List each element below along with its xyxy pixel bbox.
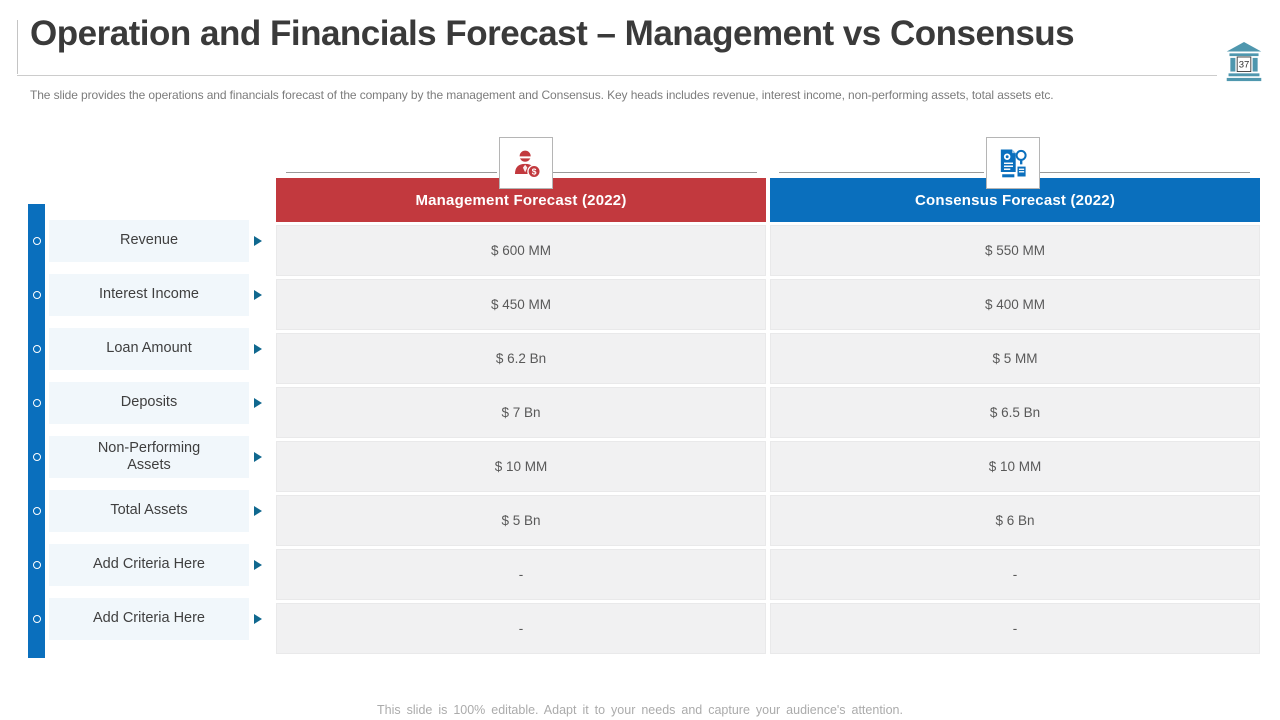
- consensus-icon-box: [986, 137, 1040, 189]
- criteria-label: Add Criteria Here: [92, 610, 205, 627]
- table-row-empty-1: - -: [276, 549, 1260, 600]
- circle-bullet-icon: [32, 345, 41, 353]
- arrow-right-icon: [254, 614, 262, 624]
- table-row-total-assets: $ 5 Bn $ 6 Bn: [276, 495, 1260, 546]
- arrow-right-icon: [254, 506, 262, 516]
- circle-bullet-icon: [32, 507, 41, 515]
- title-left-rule: [17, 20, 18, 74]
- arrow-right-icon: [254, 452, 262, 462]
- table-header-row: Management Forecast (2022) Consensus For…: [276, 178, 1260, 222]
- table-row-empty-2: - -: [276, 603, 1260, 654]
- management-connector-line-left: [286, 172, 497, 173]
- consensus-connector-line-right: [1040, 172, 1250, 173]
- management-value: $ 600 MM: [276, 225, 766, 276]
- table-row-interest-income: $ 450 MM $ 400 MM: [276, 279, 1260, 330]
- criteria-box: Loan Amount: [49, 328, 249, 370]
- arrow-right-icon: [254, 398, 262, 408]
- criteria-item-add-criteria-2[interactable]: Add Criteria Here: [28, 598, 262, 640]
- arrow-right-icon: [254, 344, 262, 354]
- criteria-rail: [28, 204, 45, 658]
- criteria-label: Revenue: [119, 232, 179, 249]
- bank-building-icon-svg: 37: [1226, 42, 1262, 82]
- criteria-label: Deposits: [120, 394, 178, 411]
- bank-building-icon: 37: [1224, 40, 1264, 82]
- circle-bullet-icon: [32, 291, 41, 299]
- table-row-non-performing-assets: $ 10 MM $ 10 MM: [276, 441, 1260, 492]
- criteria-item-add-criteria-1[interactable]: Add Criteria Here: [28, 544, 262, 586]
- criteria-item-total-assets: Total Assets: [28, 490, 262, 532]
- management-value: $ 10 MM: [276, 441, 766, 492]
- circle-bullet-icon: [32, 399, 41, 407]
- criteria-label: Non-Performing Assets: [97, 439, 201, 473]
- page-title: Operation and Financials Forecast – Mana…: [30, 14, 1075, 53]
- arrow-right-icon: [254, 290, 262, 300]
- document-search-icon: [1000, 149, 1027, 178]
- criteria-label: Loan Amount: [106, 340, 192, 357]
- bullet-cell: [28, 291, 45, 299]
- management-value: $ 450 MM: [276, 279, 766, 330]
- slide-description: The slide provides the operations and fi…: [30, 88, 1054, 102]
- management-value: $ 5 Bn: [276, 495, 766, 546]
- businessman-dollar-icon: $: [514, 150, 541, 179]
- consensus-value: $ 10 MM: [770, 441, 1260, 492]
- criteria-item-deposits: Deposits: [28, 382, 262, 424]
- consensus-value: $ 6.5 Bn: [770, 387, 1260, 438]
- management-value: $ 6.2 Bn: [276, 333, 766, 384]
- criteria-label: Total Assets: [110, 502, 188, 519]
- bullet-cell: [28, 345, 45, 353]
- management-icon-box: $: [499, 137, 553, 189]
- criteria-item-non-performing-assets: Non-Performing Assets: [28, 436, 262, 478]
- criteria-label: Add Criteria Here: [92, 556, 205, 573]
- consensus-value: $ 400 MM: [770, 279, 1260, 330]
- criteria-item-interest-income: Interest Income: [28, 274, 262, 316]
- bullet-cell: [28, 399, 45, 407]
- consensus-value: -: [770, 549, 1260, 600]
- criteria-box: Non-Performing Assets: [49, 436, 249, 478]
- forecast-table-body: $ 600 MM $ 550 MM $ 450 MM $ 400 MM $ 6.…: [276, 225, 1260, 657]
- table-row-deposits: $ 7 Bn $ 6.5 Bn: [276, 387, 1260, 438]
- bullet-cell: [28, 237, 45, 245]
- svg-text:$: $: [532, 167, 537, 177]
- bullet-cell: [28, 561, 45, 569]
- criteria-box: Total Assets: [49, 490, 249, 532]
- criteria-box[interactable]: Add Criteria Here: [49, 544, 249, 586]
- management-value: -: [276, 603, 766, 654]
- criteria-box: Revenue: [49, 220, 249, 262]
- criteria-list: Revenue Interest Income Loan Amount Depo…: [28, 220, 262, 652]
- bullet-cell: [28, 507, 45, 515]
- footer-note: This slide is 100% editable. Adapt it to…: [377, 703, 903, 717]
- management-connector-line-right: [553, 172, 757, 173]
- arrow-right-icon: [254, 560, 262, 570]
- title-underline: [17, 75, 1217, 76]
- management-value: -: [276, 549, 766, 600]
- arrow-right-icon: [254, 236, 262, 246]
- table-row-revenue: $ 600 MM $ 550 MM: [276, 225, 1260, 276]
- consensus-value: -: [770, 603, 1260, 654]
- circle-bullet-icon: [32, 453, 41, 461]
- criteria-item-loan-amount: Loan Amount: [28, 328, 262, 370]
- page-number: 37: [1239, 59, 1250, 70]
- criteria-box[interactable]: Add Criteria Here: [49, 598, 249, 640]
- consensus-value: $ 6 Bn: [770, 495, 1260, 546]
- bullet-cell: [28, 615, 45, 623]
- criteria-label: Interest Income: [99, 286, 199, 303]
- management-value: $ 7 Bn: [276, 387, 766, 438]
- criteria-item-revenue: Revenue: [28, 220, 262, 262]
- circle-bullet-icon: [32, 561, 41, 569]
- circle-bullet-icon: [32, 615, 41, 623]
- bullet-cell: [28, 453, 45, 461]
- table-row-loan-amount: $ 6.2 Bn $ 5 MM: [276, 333, 1260, 384]
- consensus-connector-line-left: [779, 172, 984, 173]
- criteria-box: Interest Income: [49, 274, 249, 316]
- consensus-value: $ 550 MM: [770, 225, 1260, 276]
- criteria-box: Deposits: [49, 382, 249, 424]
- consensus-value: $ 5 MM: [770, 333, 1260, 384]
- circle-bullet-icon: [32, 237, 41, 245]
